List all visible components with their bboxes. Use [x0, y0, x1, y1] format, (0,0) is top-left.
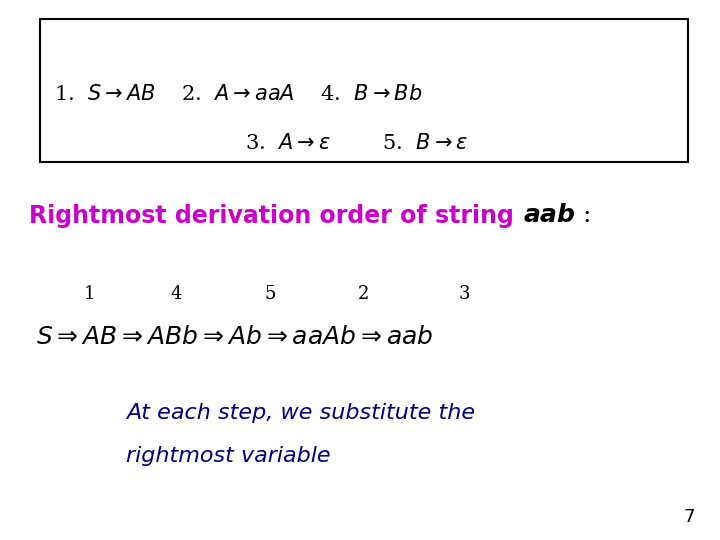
Text: 1.  $S \rightarrow AB$    2.  $A \rightarrow aaA$    4.  $B \rightarrow Bb$: 1. $S \rightarrow AB$ 2. $A \rightarrow …: [54, 84, 423, 105]
Text: 5: 5: [264, 285, 276, 303]
Text: 2: 2: [358, 285, 369, 303]
Text: rightmost variable: rightmost variable: [126, 446, 330, 467]
Text: 3: 3: [459, 285, 470, 303]
Text: 4: 4: [171, 285, 182, 303]
Text: 7: 7: [683, 509, 695, 526]
FancyBboxPatch shape: [40, 19, 688, 162]
Text: Rightmost derivation order of string: Rightmost derivation order of string: [29, 204, 522, 228]
Text: $S\Rightarrow AB\Rightarrow ABb\Rightarrow Ab\Rightarrow aaAb\Rightarrow aab$: $S\Rightarrow AB\Rightarrow ABb\Rightarr…: [36, 326, 433, 349]
Text: $\boldsymbol{aab}$ :: $\boldsymbol{aab}$ :: [523, 205, 590, 227]
Text: 1: 1: [84, 285, 96, 303]
Text: At each step, we substitute the: At each step, we substitute the: [126, 403, 475, 423]
Text: 3.  $A \rightarrow \varepsilon$        5.  $B \rightarrow \varepsilon$: 3. $A \rightarrow \varepsilon$ 5. $B \ri…: [245, 133, 468, 153]
